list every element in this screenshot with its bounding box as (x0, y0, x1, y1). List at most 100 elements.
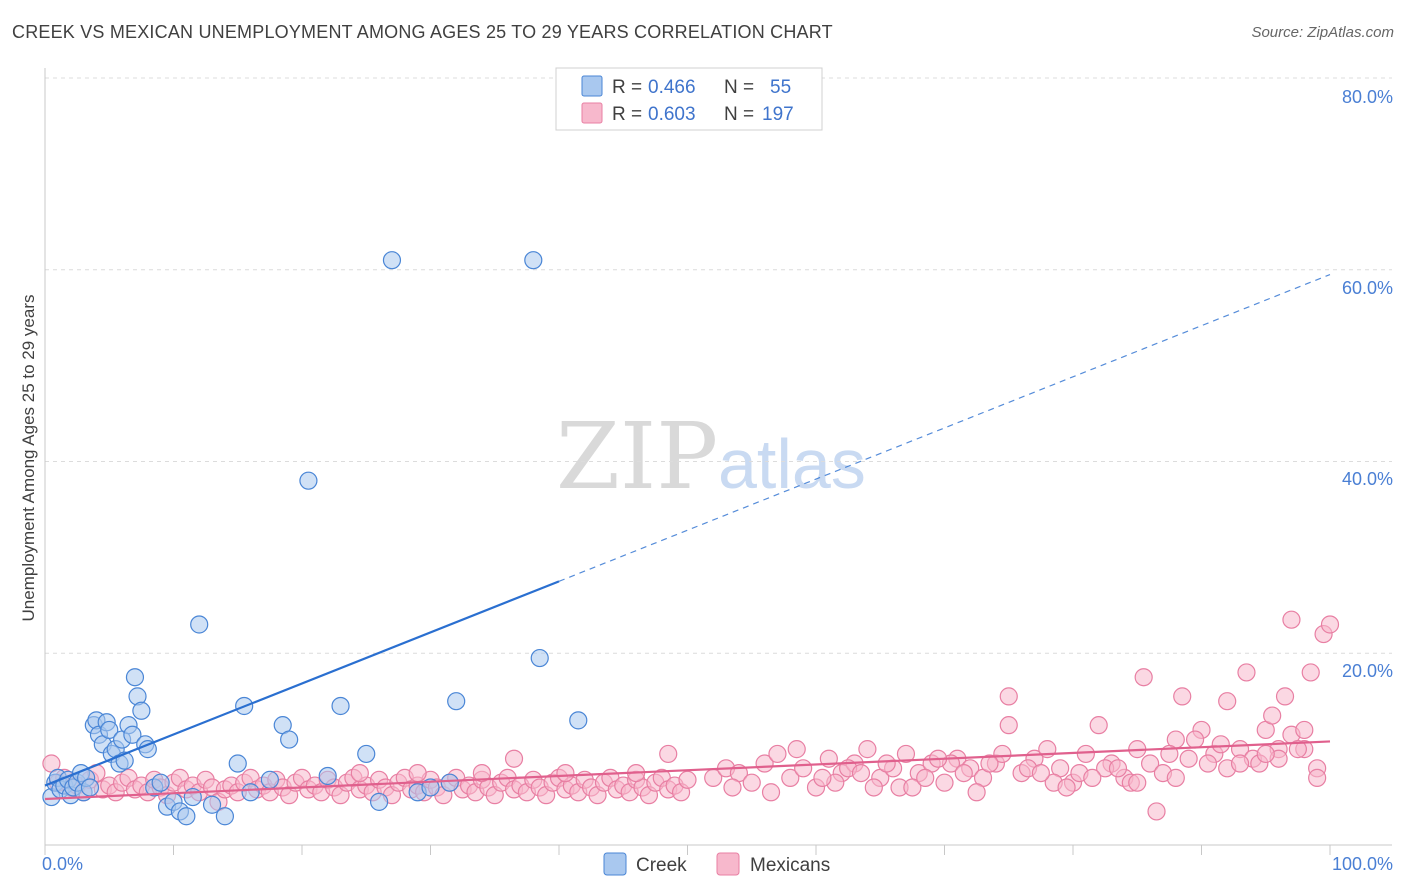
mexicans-point-99 (678, 770, 697, 789)
mexicans-points (42, 610, 1340, 821)
mexicans-point-198 (1185, 730, 1205, 749)
mexicans-point-103 (556, 763, 575, 783)
mexicans-point-188 (903, 778, 922, 797)
creek-point-51 (370, 792, 389, 811)
mexicans-point-156 (1134, 668, 1153, 687)
mexicans-point-119 (858, 740, 877, 759)
creek-point-48 (318, 766, 337, 786)
mexicans-point-180 (1198, 754, 1218, 773)
mexicans-trend-line (44, 740, 1331, 801)
mexicans-point-125 (935, 773, 954, 792)
mexicans-point-122 (896, 744, 916, 764)
creek-point-28 (132, 701, 151, 720)
creek-point-54 (421, 778, 440, 797)
mexicans-point-110 (742, 773, 761, 792)
y-tick-label-80: 80.0% (1342, 87, 1393, 107)
creek-point-47 (299, 471, 318, 490)
mexicans-point-144 (1179, 749, 1198, 768)
mexicans-point-195 (1108, 759, 1128, 778)
legend-n-label-mexicans: N = (724, 104, 754, 125)
mexicans-point-105 (504, 749, 524, 768)
correlation-legend: R = 0.466 N = 55 R = 0.603 N = 197 (555, 67, 823, 131)
legend-r-value-creek: 0.466 (648, 77, 696, 98)
mexicans-point-112 (768, 744, 787, 764)
mexicans-point-101 (408, 763, 427, 783)
mexicans-point-192 (1031, 763, 1050, 783)
mexicans-point-202 (1288, 740, 1307, 759)
creek-point-44 (260, 770, 279, 789)
mexicans-point-186 (851, 763, 871, 783)
creek-point-25 (123, 725, 142, 744)
mexicans-point-113 (781, 768, 800, 787)
mexicans-point-155 (999, 687, 1018, 706)
mexicans-point-194 (1083, 768, 1102, 787)
legend-swatch-mexicans (581, 102, 603, 124)
y-tick-label-40: 40.0% (1342, 469, 1393, 489)
creek-point-59 (569, 711, 588, 730)
mexicans-point-163 (1301, 663, 1320, 682)
y-tick-label-60: 60.0% (1342, 278, 1393, 298)
y-tick-label-20: 20.0% (1342, 661, 1393, 681)
legend-r-value-mexicans: 0.603 (648, 104, 696, 125)
mexicans-point-205 (864, 778, 883, 797)
axes (44, 68, 1392, 855)
mexicans-point-106 (659, 744, 678, 764)
mexicans-point-102 (472, 763, 491, 783)
legend-n-value-creek: 55 (770, 77, 791, 98)
mexicans-point-201 (1256, 744, 1275, 764)
bottom-legend-swatch-mexicans (716, 852, 740, 876)
creek-trend-line (44, 580, 560, 787)
mexicans-point-165 (1320, 615, 1340, 634)
bottom-legend-swatch-creek (603, 852, 627, 876)
bottom-legend-label-creek: Creek (636, 855, 687, 876)
mexicans-point-206 (916, 768, 935, 787)
watermark-atlas: atlas (718, 425, 866, 503)
creek-point-57 (530, 648, 549, 668)
mexicans-point-199 (1211, 735, 1230, 754)
creek-point-26 (125, 668, 145, 687)
mexicans-point-187 (877, 754, 896, 773)
watermark-zip: ZIP (556, 403, 718, 510)
mexicans-point-136 (1076, 744, 1095, 764)
creek-point-55 (440, 773, 459, 792)
chart-title: CREEK VS MEXICAN UNEMPLOYMENT AMONG AGES… (12, 22, 833, 42)
mexicans-point-172 (993, 744, 1012, 764)
creek-point-12 (80, 778, 100, 797)
mexicans-point-130 (999, 716, 1018, 735)
mexicans-point-184 (1308, 768, 1327, 787)
source-label: Source: ZipAtlas.com (1251, 24, 1394, 41)
mexicans-point-160 (1263, 706, 1282, 725)
trend-lines (44, 273, 1331, 801)
y-axis-label: Unemployment Among Ages 25 to 29 years (19, 295, 38, 622)
series-legend: Creek Mexicans (603, 852, 830, 876)
mexicans-point-196 (1128, 773, 1147, 792)
legend-r-label-creek: R = (612, 77, 642, 98)
mexicans-point-179 (1166, 768, 1185, 787)
creek-point-50 (357, 744, 376, 764)
mexicans-point-200 (1230, 754, 1250, 773)
mexicans-point-157 (1173, 687, 1192, 706)
legend-n-value-mexicans: 197 (762, 104, 794, 125)
x-tick-label-0: 0.0% (42, 854, 83, 874)
creek-point-49 (331, 696, 350, 716)
mexicans-point-190 (954, 763, 973, 783)
mexicans-point-158 (1218, 692, 1237, 711)
creek-point-36 (177, 807, 196, 826)
mexicans-point-167 (787, 740, 806, 759)
legend-n-label-creek: N = (724, 77, 754, 98)
mexicans-point-204 (813, 768, 832, 787)
mexicans-point-203 (761, 783, 781, 802)
creek-point-40 (215, 807, 234, 826)
creek-point-52 (382, 251, 402, 270)
mexicans-point-137 (1089, 716, 1108, 735)
mexicans-point-159 (1237, 663, 1256, 682)
mexicans-point-171 (967, 783, 986, 802)
grid (45, 77, 1392, 654)
creek-point-46 (280, 730, 299, 749)
creek-point-32 (151, 773, 170, 792)
mexicans-point-166 (723, 778, 742, 797)
creek-point-58 (524, 251, 543, 270)
mexicans-point-100 (350, 763, 369, 783)
legend-swatch-creek (581, 75, 603, 97)
creek-point-43 (241, 783, 260, 802)
